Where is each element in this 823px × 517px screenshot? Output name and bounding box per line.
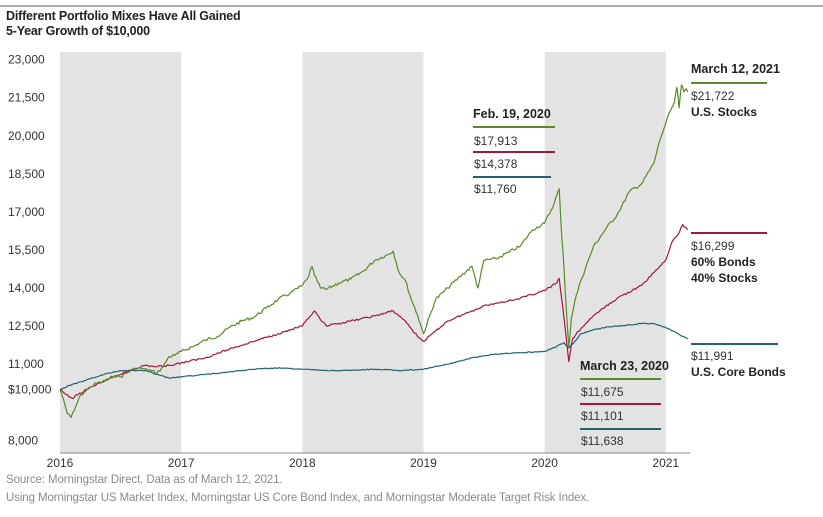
footnote-indexes: Using Morningstar US Market Index, Morni… [6,492,590,504]
y-tick-label: 20,000 [8,129,45,143]
annotation-mar12-label: March 12, 2021 [691,62,780,76]
series-line-2 [59,322,688,391]
y-tick-label: 21,500 [8,91,45,105]
series-lines [59,84,689,419]
y-tick-label: $10,000 [8,383,52,397]
annotation-mar23-value-stocks: $11,675 [581,385,624,399]
x-tick-label: 2018 [289,456,316,470]
x-tick-label: 2021 [652,456,679,470]
shaded-band-0 [60,52,182,453]
annotation-mar23-value-balanced: $11,101 [581,409,624,423]
shaded-band-2 [544,52,666,453]
annotation-feb19-value-stocks: $17,913 [474,134,518,148]
end-label-balanced-line1: 60% Bonds [691,255,756,269]
chart-subtitle: 5-Year Growth of $10,000 [6,24,150,38]
end-label-balanced-line2: 40% Stocks [691,271,758,285]
y-tick-label: 14,000 [8,281,45,295]
annotation-mar23-label: March 23, 2020 [580,359,669,373]
shaded-years [60,52,666,453]
footnote-source: Source: Morningstar Direct. Data as of M… [6,474,283,486]
annotation-feb19-label: Feb. 19, 2020 [473,107,551,121]
y-tick-label: 18,500 [8,167,45,181]
series-line-1 [59,224,689,399]
y-tick-label: 12,500 [8,319,45,333]
annotation-mar23-value-bonds: $11,638 [581,434,624,448]
x-axis: 2016 2017 2018 2019 2020 2021 [47,456,680,470]
end-value-balanced: $16,299 [691,239,735,253]
y-axis: 23,000 21,500 20,000 18,500 17,000 15,500 14,0… [8,53,52,448]
end-label-bonds: U.S. Core Bonds [691,365,786,379]
end-label-stocks: U.S. Stocks [691,105,757,119]
series-line-0 [59,84,689,419]
shaded-band-1 [302,52,424,453]
x-tick-label: 2019 [410,456,437,470]
annotation-feb19-value-balanced: $14,378 [474,157,518,171]
y-tick-label: 8,000 [8,433,38,447]
x-tick-label: 2017 [168,456,195,470]
y-tick-label: 15,500 [8,243,45,257]
y-tick-label: 17,000 [8,205,45,219]
end-value-stocks: $21,722 [691,89,735,103]
y-tick-label: 11,000 [8,357,44,371]
x-tick-label: 2016 [47,456,74,470]
chart-title: Different Portfolio Mixes Have All Gaine… [6,9,241,23]
x-tick-label: 2020 [531,456,558,470]
annotation-feb19-value-bonds: $11,760 [474,182,517,196]
end-value-bonds: $11,991 [691,349,734,363]
y-tick-label: 23,000 [8,53,45,67]
chart-title-block: Different Portfolio Mixes Have All Gaine… [6,9,241,39]
